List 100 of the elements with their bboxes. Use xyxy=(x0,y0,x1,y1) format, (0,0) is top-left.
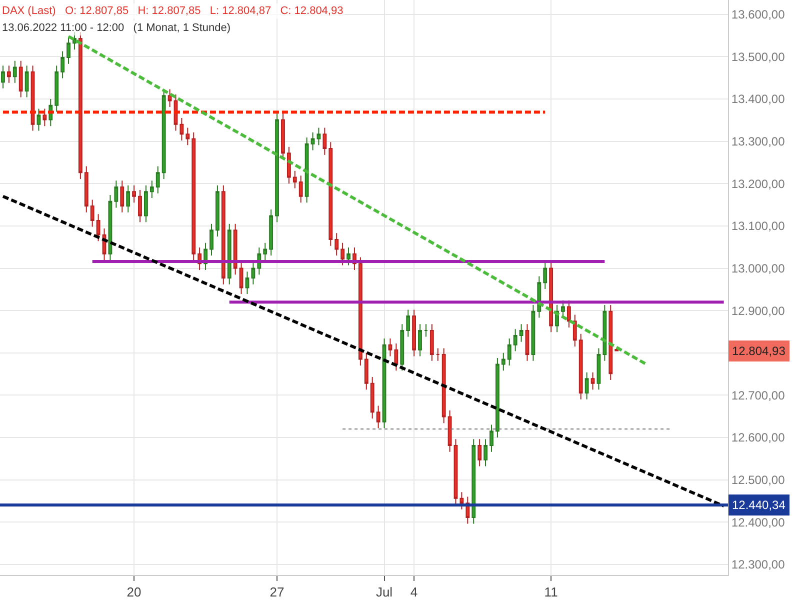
y-tick-label: 12.400,00 xyxy=(731,515,786,530)
candlestick xyxy=(543,261,548,290)
candlestick xyxy=(36,108,41,132)
candlestick xyxy=(251,261,256,285)
candlestick xyxy=(1,65,5,89)
y-tick-label: 13.300,00 xyxy=(731,134,786,149)
candlestick xyxy=(263,242,268,261)
candlestick xyxy=(126,184,130,213)
candlestick xyxy=(322,127,327,156)
x-tick-label: 11 xyxy=(544,584,558,600)
candlestick xyxy=(304,137,309,204)
candlestick xyxy=(572,314,577,348)
candlestick xyxy=(602,304,607,362)
candlestick xyxy=(388,338,392,357)
candlestick xyxy=(358,256,362,366)
chart-title: DAX (Last) O: 12.807,85 H: 12.807,85 L: 12.804,87 C: 12.804,93 xyxy=(2,5,344,17)
candlestick xyxy=(608,304,613,380)
candlestick xyxy=(156,166,160,194)
candlestick xyxy=(66,36,70,64)
candlestick xyxy=(24,65,29,98)
x-tick-label: 20 xyxy=(126,584,142,600)
candlestick xyxy=(168,88,172,108)
candlestick xyxy=(495,357,500,438)
candlestick xyxy=(298,175,303,204)
candlestick xyxy=(192,132,196,261)
candlestick xyxy=(584,372,589,400)
candlestick xyxy=(138,189,142,223)
candlestick xyxy=(596,348,601,390)
candlestick xyxy=(525,324,530,362)
y-tick-label: 13.500,00 xyxy=(731,50,786,64)
candlestick xyxy=(448,410,452,452)
candlestick xyxy=(531,304,536,362)
candlestick xyxy=(90,199,94,228)
candlestick xyxy=(84,166,88,213)
candlestick xyxy=(376,405,380,429)
text: 13.06.2022 11:00 - 12:00 (1 Monat, 1 Stunde) xyxy=(2,22,231,34)
candlestick xyxy=(12,60,17,84)
candlestick xyxy=(210,223,214,256)
y-tick-label: 12.500,00 xyxy=(731,473,786,487)
candlestick xyxy=(340,242,345,266)
candlestick xyxy=(460,492,464,510)
candlestick xyxy=(42,108,47,127)
candlestick xyxy=(186,127,190,146)
candlestick xyxy=(490,424,494,452)
candlestick xyxy=(454,438,458,506)
candlestick xyxy=(215,184,220,238)
candlestick xyxy=(275,112,279,223)
candlestick xyxy=(472,438,476,524)
candlestick xyxy=(418,324,422,357)
candlestick xyxy=(424,324,428,338)
candlestick xyxy=(590,372,595,390)
candlestick xyxy=(430,324,434,362)
x-tick-label: 4 xyxy=(410,584,418,600)
candlestick xyxy=(108,194,112,261)
x-tick-label: Jul xyxy=(376,584,393,600)
candlestick xyxy=(334,232,339,256)
candlestick xyxy=(364,352,368,390)
candlestick xyxy=(132,184,136,204)
candlestick xyxy=(400,324,404,372)
x-tick-label: 27 xyxy=(270,584,284,600)
candlestick xyxy=(96,214,100,242)
candlestick xyxy=(484,438,488,467)
candlestick xyxy=(292,170,297,189)
y-tick-label: 13.400,00 xyxy=(731,92,786,106)
candlestick xyxy=(519,324,524,342)
candlestick xyxy=(6,65,11,84)
candlestick xyxy=(442,348,446,424)
y-tick-label: 12.700,00 xyxy=(731,388,786,402)
candlestick xyxy=(239,261,244,295)
candlestick xyxy=(227,223,232,285)
candlestick xyxy=(233,223,238,276)
candlestick xyxy=(478,438,482,467)
candlestick xyxy=(269,208,274,256)
y-tick-label: 13.600,00 xyxy=(731,8,786,22)
candlestick xyxy=(406,309,410,338)
y-tick-label: 13.100,00 xyxy=(731,219,786,234)
candlestick xyxy=(54,65,59,112)
y-tick-label: 13.200,00 xyxy=(731,176,786,191)
y-tick-label: 12.600,00 xyxy=(731,430,786,445)
candlestick xyxy=(370,376,374,419)
candlestick xyxy=(436,348,440,362)
text: 12.804,93 xyxy=(732,344,786,358)
candlestick xyxy=(221,184,226,285)
candlestick xyxy=(501,352,506,372)
candlestick xyxy=(346,247,350,266)
candlestick xyxy=(316,127,321,146)
y-tick-label: 12.300,00 xyxy=(731,558,786,572)
candlestick xyxy=(578,333,583,400)
candlestick xyxy=(144,184,148,223)
candlestick xyxy=(245,271,250,295)
candlestick xyxy=(507,338,512,366)
ref-line-label: 12.440,34 xyxy=(732,498,786,512)
candlestick xyxy=(114,180,118,208)
candlestick xyxy=(513,328,518,352)
candlestick xyxy=(120,180,124,213)
candlestick xyxy=(150,180,154,199)
candlestick xyxy=(180,118,184,141)
candlestick xyxy=(328,142,333,246)
candlestick xyxy=(394,343,398,372)
candlestick xyxy=(310,132,315,151)
